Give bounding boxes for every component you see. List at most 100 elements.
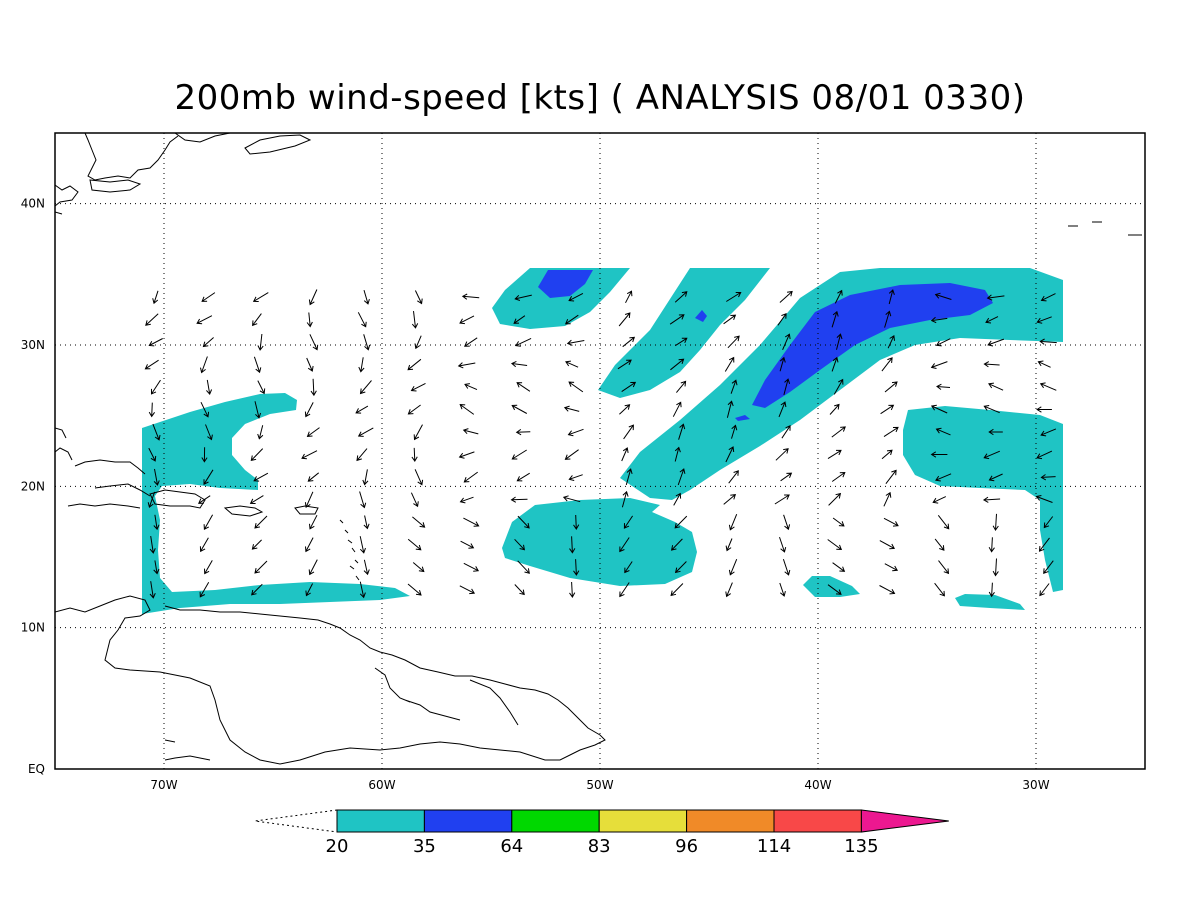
wind-arrow (410, 382, 426, 392)
wind-arrow (1040, 293, 1056, 302)
wind-arrow (411, 311, 419, 329)
wind-arrow (674, 291, 688, 303)
wind-arrow (617, 359, 632, 370)
colorbar-swatch (423, 809, 513, 833)
wind-arrow (568, 381, 584, 393)
wind-arrow (304, 402, 314, 418)
wind-arrow (200, 356, 208, 374)
wind-arrow (305, 583, 314, 597)
lon-tick-label: 40W (804, 778, 831, 792)
wind-arrow (883, 517, 899, 527)
wind-arrow (621, 381, 637, 393)
wind-arrow (463, 517, 480, 527)
wind-arrow (723, 493, 737, 505)
wind-arrow (516, 382, 531, 392)
wind-arrow (414, 469, 424, 486)
wind-arrow (203, 469, 214, 486)
wind-arrow (459, 496, 474, 504)
colorbar-level-label: 135 (844, 836, 878, 857)
contour-20kt-west (142, 393, 410, 614)
wind-arrow (517, 560, 530, 574)
wind-arrow (674, 337, 688, 347)
wind-arrow (884, 381, 898, 393)
wind-arrow (153, 514, 160, 531)
wind-arrow (249, 495, 264, 504)
wind-arrow (307, 472, 320, 482)
wind-arrow (413, 424, 423, 441)
coast-venezuela-inland (164, 667, 519, 761)
wind-arrow (1036, 406, 1052, 413)
wind-arrow (457, 362, 476, 369)
lon-tick-label: 30W (1022, 778, 1049, 792)
wind-arrow (836, 333, 843, 350)
wind-arrow (983, 361, 1000, 368)
wind-arrow (779, 356, 786, 372)
wind-arrow (832, 562, 846, 572)
wind-arrow (1035, 495, 1053, 503)
wind-arrow (726, 292, 742, 302)
wind-arrow (568, 474, 583, 481)
wind-arrow (730, 379, 738, 394)
wind-arrow (461, 293, 480, 300)
wind-arrow (573, 559, 580, 576)
wind-arrow (723, 314, 737, 325)
wind-arrow (677, 468, 686, 486)
wind-arrow (199, 581, 210, 598)
wind-arrow (879, 585, 896, 595)
wind-arrow (674, 561, 687, 574)
wind-arrow (774, 494, 790, 505)
colorbar-swatch (598, 809, 688, 833)
wind-arrow (935, 338, 951, 347)
wind-arrow (625, 290, 633, 304)
wind-arrow (676, 380, 687, 393)
wind-arrow (357, 427, 374, 437)
wind-arrow (621, 490, 629, 508)
coast-azores (1068, 221, 1142, 236)
wind-arrow (304, 491, 314, 509)
wind-arrow (254, 515, 268, 529)
wind-arrow (363, 289, 370, 305)
wind-arrow (516, 472, 530, 482)
wind-vectors (144, 289, 1057, 599)
wind-arrow (880, 404, 895, 415)
wind-arrow (621, 447, 629, 462)
lat-tick-label: 20N (21, 479, 45, 493)
wind-arrow (932, 496, 947, 504)
wind-arrow (567, 428, 584, 437)
wind-arrow (678, 423, 686, 440)
wind-arrow (309, 514, 318, 530)
wind-arrow (782, 558, 791, 576)
wind-arrow (308, 289, 318, 306)
colorbar-swatch (773, 809, 862, 833)
wind-arrow (884, 310, 892, 328)
wind-arrow (464, 337, 478, 347)
wind-arrow (831, 471, 846, 482)
wind-arrow (879, 540, 896, 550)
wind-arrow (148, 338, 163, 347)
wind-arrow (828, 492, 842, 506)
wind-arrow (1039, 583, 1050, 597)
wind-arrow (1039, 382, 1057, 391)
contour-20kt-east (903, 406, 1063, 592)
wind-arrow (622, 336, 636, 348)
axis-labels: 70W 60W 50W 40W 30W EQ 10N 20N 30N 40N (21, 197, 1050, 792)
wind-arrow (359, 491, 367, 509)
coast-florida (55, 427, 151, 509)
wind-arrow (1036, 450, 1053, 460)
wind-arrow (728, 470, 739, 484)
contour-35kt-jet (752, 283, 993, 408)
wind-arrow (775, 448, 789, 461)
wind-arrow (827, 584, 842, 595)
wind-arrow (562, 495, 581, 503)
wind-arrow (362, 469, 369, 486)
wind-arrow (674, 446, 681, 462)
wind-arrow (881, 449, 893, 460)
wind-arrow (778, 401, 787, 418)
wind-arrow (827, 539, 843, 551)
wind-arrow (301, 450, 318, 460)
wind-arrow (253, 356, 262, 374)
lat-tick-label: 30N (21, 338, 45, 352)
lon-tick-label: 50W (586, 778, 613, 792)
wind-arrow (674, 515, 688, 529)
wind-arrow (619, 404, 631, 415)
